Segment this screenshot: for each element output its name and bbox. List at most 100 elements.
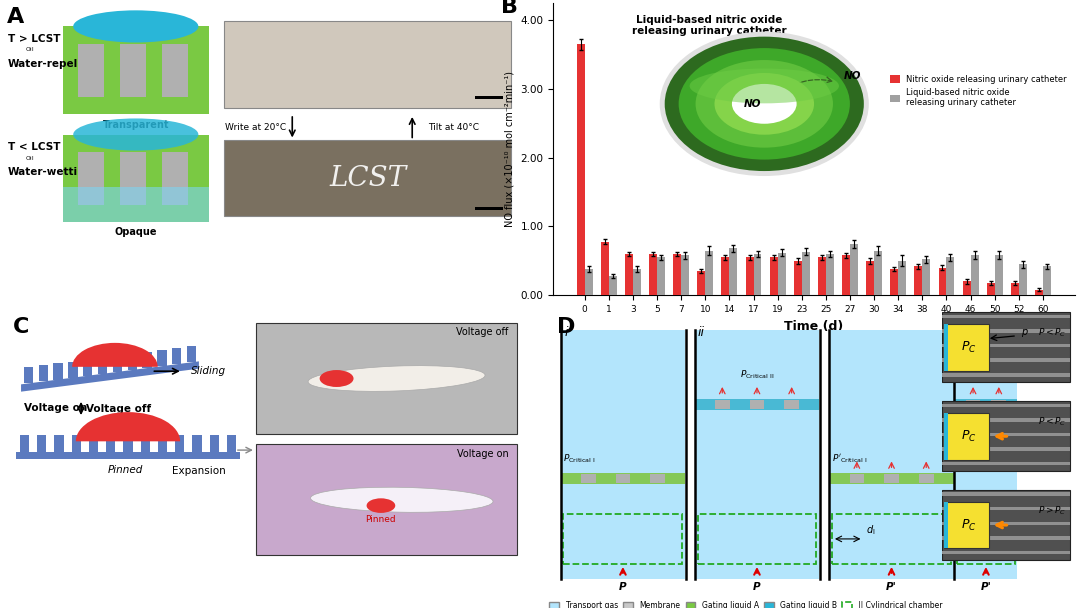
Text: $P < P_C$: $P < P_C$ bbox=[1038, 415, 1066, 428]
Bar bbox=[694, 330, 819, 579]
Text: $P > P_C$: $P > P_C$ bbox=[1038, 504, 1066, 517]
Bar bbox=[1043, 266, 1051, 295]
Bar bbox=[657, 257, 665, 295]
Bar bbox=[942, 373, 1070, 376]
Text: P': P' bbox=[981, 582, 991, 592]
Polygon shape bbox=[24, 367, 33, 384]
Bar bbox=[1011, 283, 1018, 295]
Wedge shape bbox=[76, 412, 180, 441]
Bar bbox=[919, 474, 933, 483]
Text: Voltage off: Voltage off bbox=[86, 404, 151, 413]
Text: ii: ii bbox=[698, 326, 705, 339]
Text: LCST: LCST bbox=[329, 165, 406, 192]
Bar bbox=[475, 207, 503, 210]
Bar bbox=[140, 435, 150, 452]
Bar bbox=[745, 257, 754, 295]
Bar bbox=[784, 400, 799, 409]
Bar bbox=[942, 404, 1070, 407]
Y-axis label: NO flux (×10⁻¹⁰ mol cm⁻²min⁻¹): NO flux (×10⁻¹⁰ mol cm⁻²min⁻¹) bbox=[504, 71, 515, 227]
Bar bbox=[944, 324, 989, 371]
Bar bbox=[801, 252, 810, 295]
Bar bbox=[705, 250, 713, 295]
Bar bbox=[944, 502, 989, 548]
Bar bbox=[79, 152, 105, 205]
Text: $P < P_C$: $P < P_C$ bbox=[1038, 326, 1066, 339]
Bar bbox=[995, 255, 1002, 295]
Text: Tilt at 40°C: Tilt at 40°C bbox=[429, 123, 480, 132]
Bar bbox=[192, 435, 202, 452]
Text: $P_C$: $P_C$ bbox=[961, 429, 976, 444]
Bar bbox=[79, 44, 105, 97]
Bar bbox=[866, 261, 874, 295]
Text: Pinned: Pinned bbox=[366, 515, 396, 523]
Text: $P_{\mathrm{Critical\ II}}$: $P_{\mathrm{Critical\ II}}$ bbox=[740, 368, 774, 381]
Bar bbox=[584, 269, 593, 295]
Bar bbox=[694, 399, 819, 410]
Bar bbox=[1018, 264, 1027, 295]
Text: $d_\mathrm{II}$: $d_\mathrm{II}$ bbox=[991, 523, 1002, 537]
Ellipse shape bbox=[73, 119, 199, 151]
Text: T < LCST: T < LCST bbox=[8, 142, 60, 152]
Bar bbox=[942, 551, 1070, 554]
Text: Voltage off: Voltage off bbox=[457, 327, 509, 337]
Bar bbox=[942, 401, 1070, 471]
Text: i: i bbox=[565, 326, 568, 339]
Text: Opaque: Opaque bbox=[114, 227, 157, 237]
Bar bbox=[942, 507, 1070, 511]
Bar bbox=[942, 330, 1070, 333]
Bar bbox=[561, 330, 685, 579]
Bar bbox=[942, 447, 1070, 451]
Polygon shape bbox=[158, 350, 166, 366]
Polygon shape bbox=[127, 354, 137, 370]
Polygon shape bbox=[21, 361, 199, 392]
Bar bbox=[1035, 290, 1043, 295]
Bar bbox=[778, 252, 785, 295]
Bar bbox=[942, 492, 1070, 496]
Bar bbox=[581, 474, 595, 483]
Bar bbox=[63, 134, 208, 222]
Bar bbox=[89, 435, 98, 452]
Bar bbox=[944, 324, 948, 371]
Bar bbox=[957, 514, 1014, 564]
Text: C: C bbox=[13, 317, 29, 337]
Polygon shape bbox=[53, 364, 63, 379]
Text: Expansion: Expansion bbox=[172, 466, 226, 476]
Bar bbox=[794, 261, 801, 295]
Bar bbox=[842, 255, 850, 295]
Bar bbox=[942, 433, 1070, 437]
Bar bbox=[633, 269, 640, 295]
Bar bbox=[832, 514, 951, 564]
Bar bbox=[649, 254, 657, 295]
Bar bbox=[922, 260, 930, 295]
Text: $_\mathrm{Oil}$: $_\mathrm{Oil}$ bbox=[25, 154, 35, 162]
Text: Voltage on: Voltage on bbox=[24, 402, 86, 413]
Bar bbox=[971, 255, 978, 295]
Text: P: P bbox=[753, 582, 760, 592]
Bar bbox=[561, 473, 685, 485]
Bar bbox=[698, 514, 816, 564]
Bar bbox=[715, 400, 730, 409]
Bar bbox=[600, 241, 609, 295]
Text: $P'_{\mathrm{Critical\ II}}$: $P'_{\mathrm{Critical\ II}}$ bbox=[968, 368, 1004, 381]
Text: Sliding: Sliding bbox=[402, 365, 433, 375]
Bar bbox=[987, 283, 995, 295]
Bar bbox=[942, 315, 1070, 319]
Text: Transparent: Transparent bbox=[103, 120, 170, 130]
Bar bbox=[123, 435, 133, 452]
Bar bbox=[754, 254, 761, 295]
Ellipse shape bbox=[308, 365, 485, 392]
Text: Water-wetting: Water-wetting bbox=[8, 167, 93, 177]
Text: D: D bbox=[557, 317, 576, 337]
Bar bbox=[942, 344, 1070, 347]
Ellipse shape bbox=[311, 487, 492, 513]
Bar bbox=[818, 257, 826, 295]
Bar bbox=[225, 21, 511, 108]
Bar bbox=[210, 435, 219, 452]
Bar bbox=[625, 254, 633, 295]
Bar bbox=[966, 400, 981, 409]
Text: Voltage on: Voltage on bbox=[457, 449, 509, 458]
Wedge shape bbox=[72, 343, 158, 367]
Polygon shape bbox=[143, 352, 151, 368]
Bar bbox=[561, 473, 685, 485]
Polygon shape bbox=[68, 362, 78, 378]
